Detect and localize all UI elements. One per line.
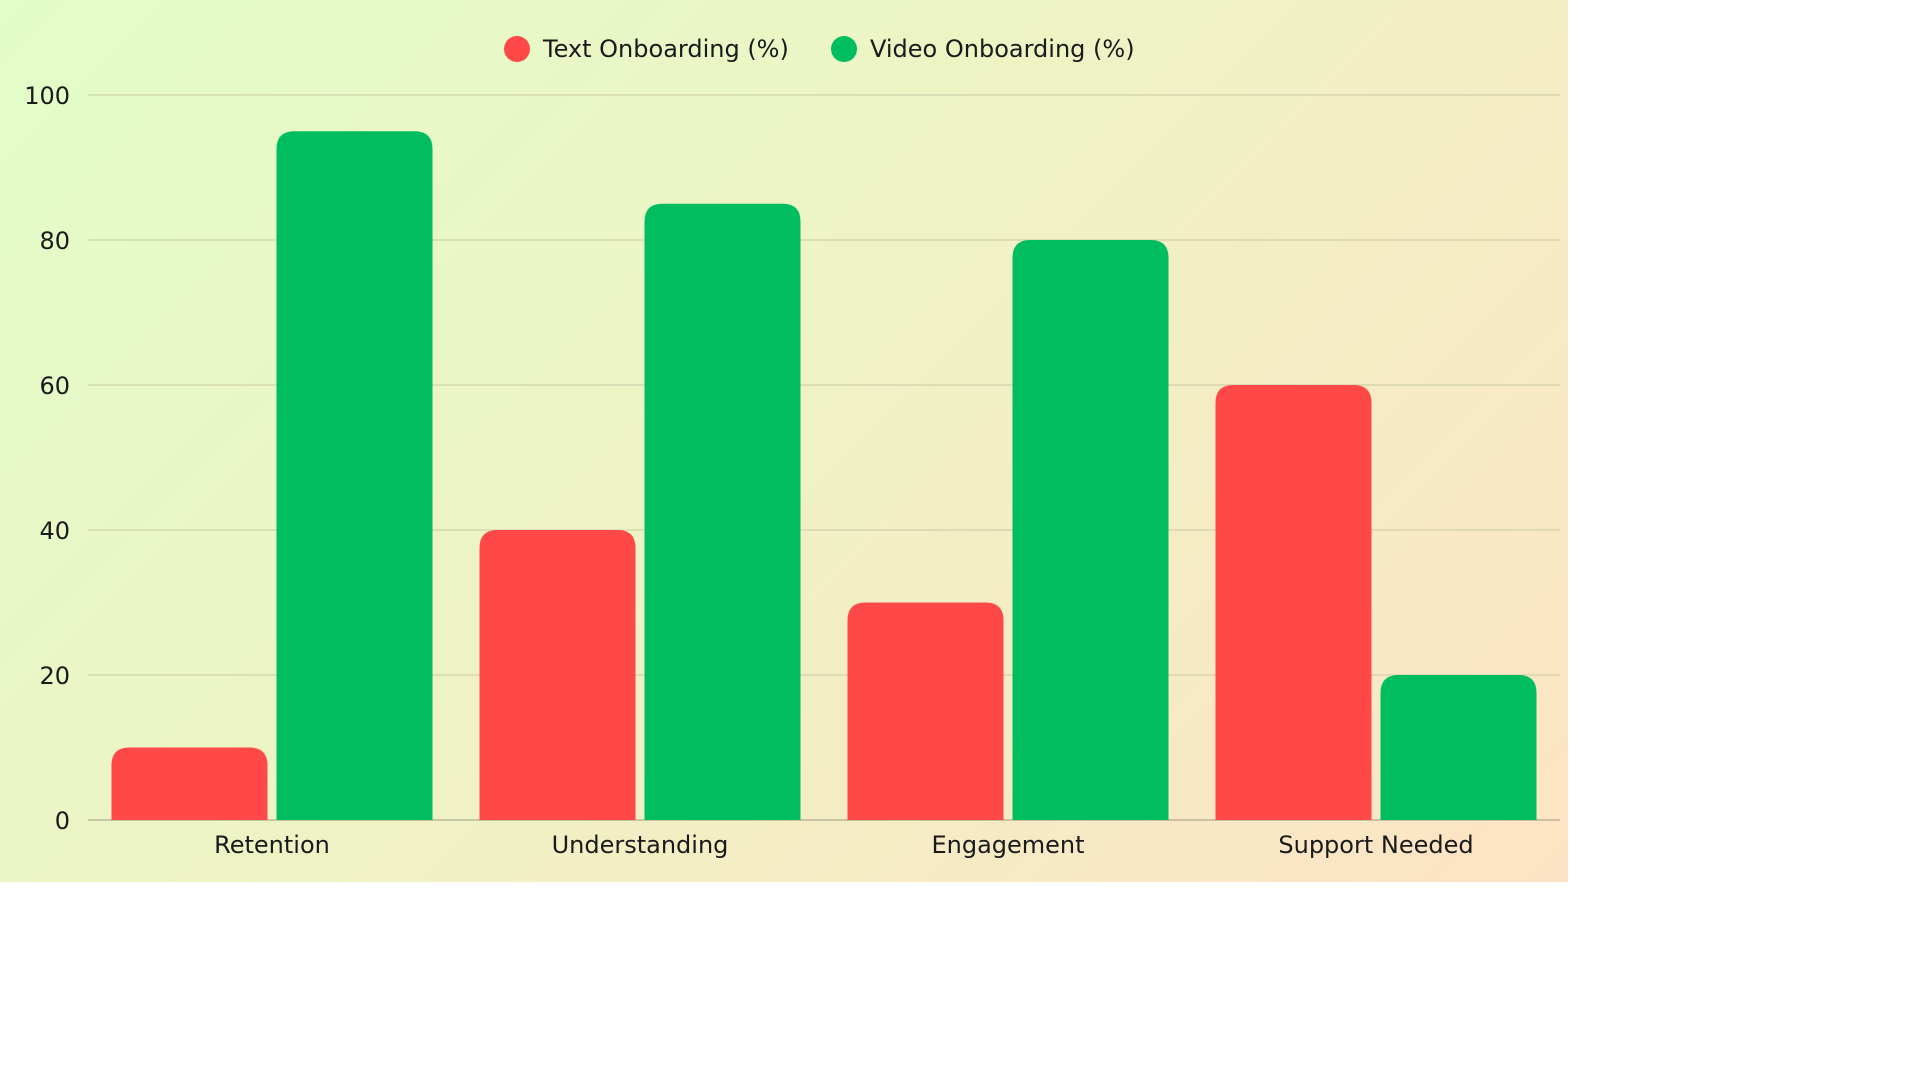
legend-label-video: Video Onboarding (%) (870, 35, 1135, 63)
bar-video-retention[interactable] (276, 131, 433, 820)
y-tick-label: 60 (39, 372, 70, 400)
x-tick-label: Engagement (931, 831, 1084, 859)
bar-text-retention[interactable] (111, 747, 268, 821)
legend: Text Onboarding (%) Video Onboarding (%) (504, 35, 1135, 63)
x-tick-label: Understanding (552, 831, 729, 859)
y-tick-label: 40 (39, 517, 70, 545)
y-tick-label: 20 (39, 662, 70, 690)
bar-text-engagement[interactable] (847, 602, 1004, 821)
bar-text-support-needed[interactable] (1215, 385, 1372, 820)
legend-swatch-video (831, 36, 857, 62)
bars (111, 131, 1537, 821)
bar-video-support-needed[interactable] (1380, 675, 1537, 820)
chart-root: 0 20 40 60 80 100 Retention Understanding Engag… (0, 0, 1568, 882)
bar-video-engagement[interactable] (1012, 240, 1169, 820)
y-axis-ticks: 0 20 40 60 80 100 (24, 82, 70, 835)
legend-label-text: Text Onboarding (%) (542, 35, 789, 63)
y-tick-label: 0 (55, 807, 70, 835)
x-axis-ticks: Retention Understanding Engagement Support … (214, 831, 1473, 859)
bar-chart: 0 20 40 60 80 100 Retention Understanding Engag… (24, 35, 1560, 859)
y-tick-label: 80 (39, 227, 70, 255)
y-tick-label: 100 (24, 82, 70, 110)
bar-text-understanding[interactable] (479, 530, 636, 820)
legend-swatch-text (504, 36, 530, 62)
x-tick-label: Retention (214, 831, 330, 859)
bar-video-understanding[interactable] (644, 203, 801, 820)
x-tick-label: Support Needed (1278, 831, 1473, 859)
